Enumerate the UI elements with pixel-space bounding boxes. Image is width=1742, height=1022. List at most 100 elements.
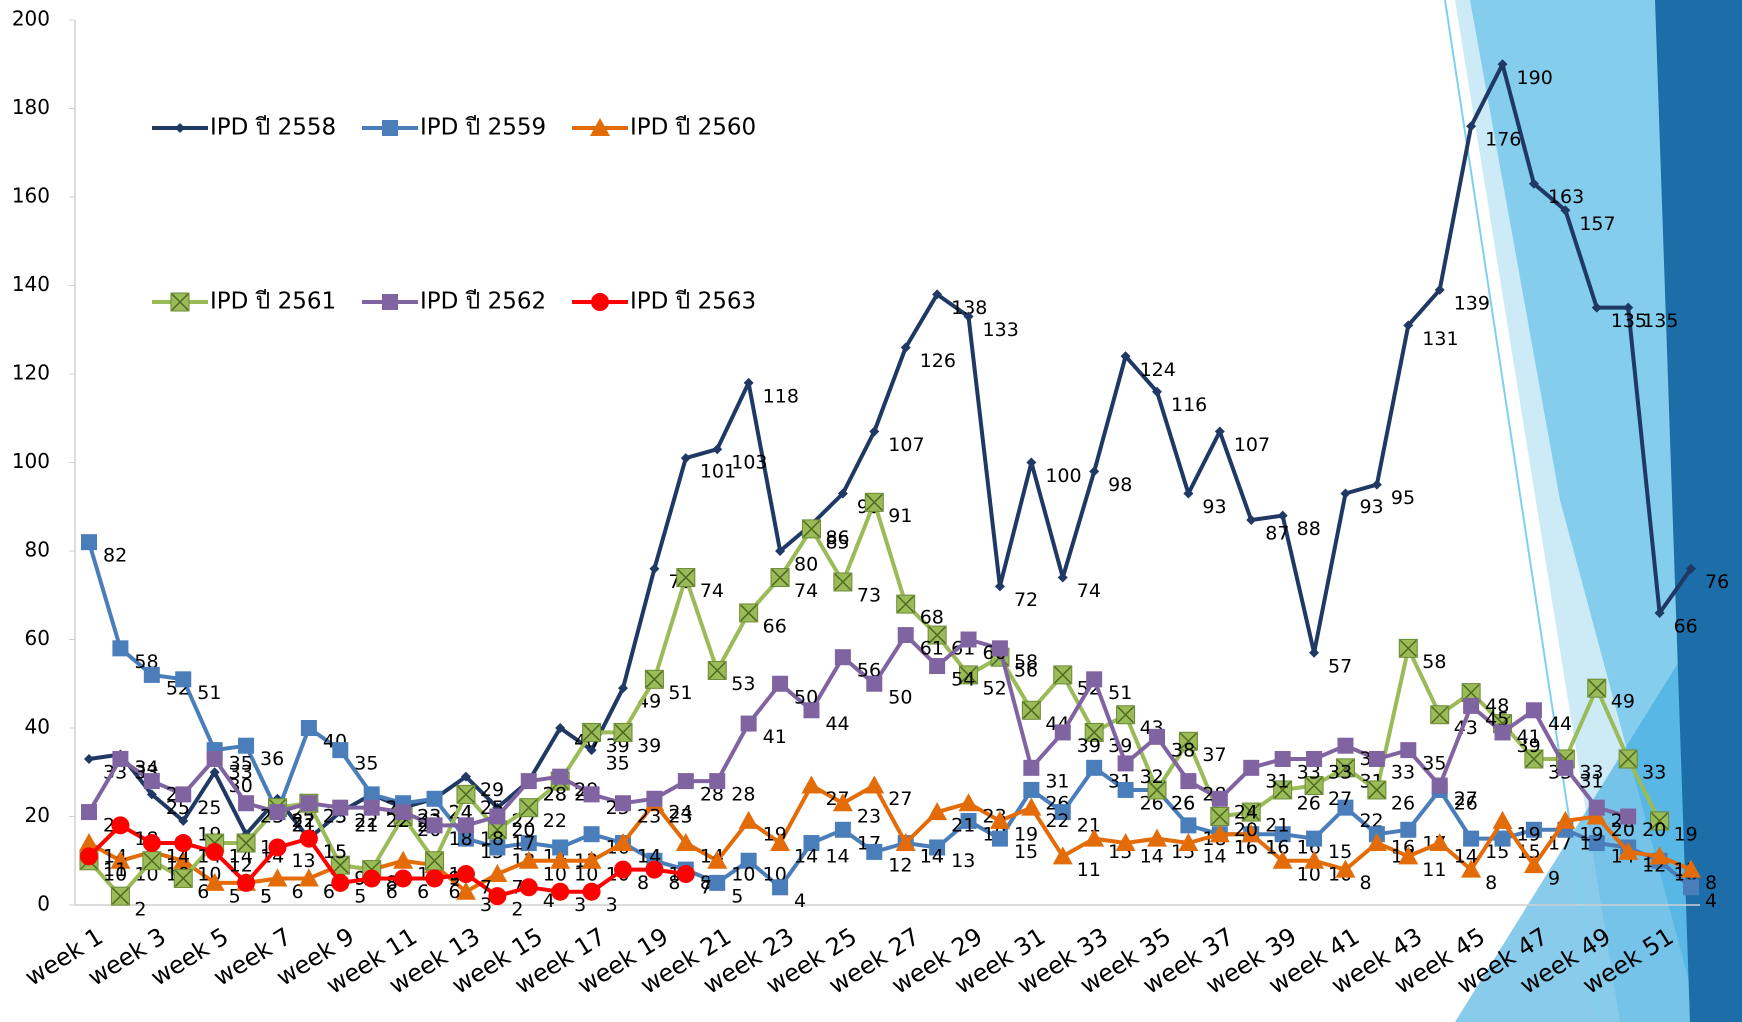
data-point [1115, 833, 1136, 852]
data-label: 20 [511, 819, 535, 841]
data-label: 21 [1077, 815, 1101, 837]
data-label: 93 [1202, 496, 1226, 518]
data-point [1335, 859, 1356, 878]
data-point [582, 722, 602, 742]
y-tick-label: 20 [25, 803, 50, 827]
marker-cross [1588, 679, 1606, 697]
decor-line [1444, 0, 1601, 1022]
data-point [112, 750, 129, 767]
data-label: 26 [1171, 792, 1195, 814]
data-label: 5 [260, 885, 272, 907]
data-point [1686, 563, 1696, 574]
data-point [363, 799, 380, 816]
data-point [489, 839, 506, 856]
data-label: 11 [1077, 859, 1101, 881]
data-label: 95 [1391, 487, 1415, 509]
data-point [520, 773, 537, 790]
data-point [268, 838, 287, 857]
data-label: 14 [920, 846, 944, 868]
data-point [1120, 351, 1131, 362]
marker-cross [771, 569, 789, 587]
data-point [1398, 638, 1418, 658]
legend-marker [170, 292, 190, 312]
marker-cross [928, 626, 946, 644]
data-point [330, 855, 350, 875]
data-point [1340, 488, 1351, 499]
data-point [1494, 830, 1511, 847]
data-point [1147, 780, 1167, 800]
data-point [803, 835, 820, 852]
data-label: 26 [1171, 792, 1195, 814]
data-label: 17 [511, 832, 535, 854]
data-label: 25 [197, 797, 221, 819]
data-point [425, 851, 445, 871]
data-point [1618, 841, 1639, 860]
data-point [1429, 833, 1450, 852]
data-label: 35 [354, 753, 378, 775]
data-point [110, 850, 131, 869]
data-point [614, 860, 632, 879]
data-label: 21 [1265, 815, 1289, 837]
data-label: 116 [1171, 394, 1207, 416]
data-label: 14 [1140, 846, 1164, 868]
data-point [615, 795, 631, 812]
data-point [1557, 759, 1574, 776]
data-point [677, 773, 694, 790]
data-point [80, 847, 98, 866]
y-tick-label: 200 [12, 7, 50, 31]
y-tick-label: 140 [12, 272, 50, 296]
data-label: 15 [1328, 841, 1352, 863]
data-label: 72 [1014, 589, 1038, 611]
data-point [1023, 759, 1040, 776]
data-point [426, 817, 443, 834]
data-label: 88 [1297, 518, 1321, 540]
data-point [1371, 479, 1382, 490]
data-point [237, 873, 256, 892]
data-point [332, 799, 349, 816]
data-point [1117, 781, 1134, 798]
data-point [1366, 833, 1387, 852]
data-point [1023, 781, 1040, 798]
y-tick-label: 60 [25, 626, 50, 650]
data-point [1021, 797, 1042, 816]
data-label: 135 [1611, 310, 1647, 332]
data-point [897, 627, 914, 644]
marker-cross [1022, 701, 1040, 719]
data-label: 5 [354, 885, 366, 907]
data-point [178, 815, 189, 826]
data-point [613, 722, 633, 742]
data-point [1021, 700, 1041, 720]
data-point [801, 775, 822, 794]
data-point [1274, 826, 1291, 843]
data-point [707, 660, 727, 680]
data-label: 139 [1454, 292, 1490, 314]
data-label: 5 [260, 885, 272, 907]
data-point [1623, 302, 1634, 313]
data-label: 44 [1548, 713, 1572, 735]
legend-item: IPD ปี 2561 [152, 289, 336, 315]
data-label: 11 [1422, 859, 1446, 881]
data-point [1525, 702, 1542, 719]
marker-cross [959, 666, 978, 684]
legend-item: IPD ปี 2559 [362, 115, 546, 141]
data-point [991, 830, 1008, 847]
data-label: 7 [700, 877, 712, 899]
data-label: 39 [1517, 735, 1541, 757]
data-point [206, 750, 223, 767]
data-point [1057, 572, 1068, 583]
data-label: 28 [543, 784, 567, 806]
data-point [709, 773, 726, 790]
legend-marker [175, 123, 185, 133]
data-label: 14 [825, 846, 849, 868]
data-label: 124 [1140, 359, 1176, 381]
data-label: 157 [1579, 213, 1615, 235]
data-label: 35 [606, 753, 630, 775]
marker-cross [1148, 781, 1166, 799]
data-point [994, 581, 1005, 592]
data-label: 24 [1234, 801, 1258, 823]
data-point [269, 804, 286, 821]
data-label: 9 [1548, 868, 1560, 890]
data-point [1649, 846, 1670, 865]
data-label: 8 [1705, 872, 1717, 894]
